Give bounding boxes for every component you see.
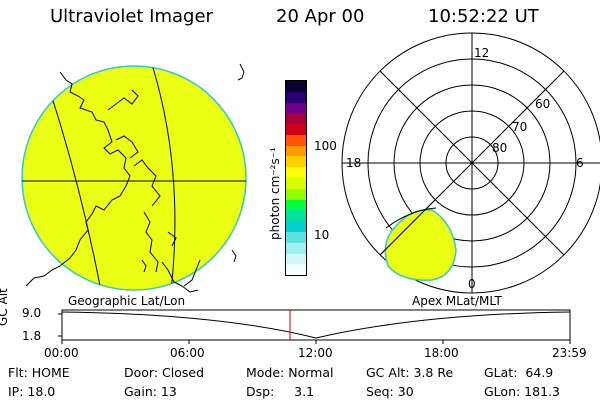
colorbar-band bbox=[286, 113, 306, 125]
geo-emission-disk bbox=[21, 65, 247, 291]
colorbar-band bbox=[286, 242, 306, 254]
altitude-x-tick-4: 23:59 bbox=[552, 346, 587, 360]
info-door: Door: Closed bbox=[124, 365, 205, 380]
mlt-label-18: 18 bbox=[346, 156, 362, 170]
mlat-label-70: 70 bbox=[512, 120, 528, 134]
geographic-map bbox=[21, 63, 247, 293]
colorbar-tick-10: 10 bbox=[314, 228, 330, 242]
geo-panel-label: Geographic Lat/Lon bbox=[68, 294, 186, 308]
colorbar-band bbox=[286, 253, 306, 265]
polar-emission-blob bbox=[384, 209, 457, 281]
colorbar-band bbox=[286, 231, 306, 243]
colorbar-band bbox=[286, 178, 306, 189]
altitude-x-tick-0: 00:00 bbox=[44, 346, 79, 360]
mlat-label-60: 60 bbox=[535, 97, 551, 111]
colorbar-band bbox=[286, 188, 306, 200]
colorbar-band bbox=[286, 199, 306, 211]
info-gain: Gain: 13 bbox=[124, 384, 177, 399]
altitude-axis-label: GC Alt bbox=[0, 288, 10, 326]
info-glat: GLat: 64.9 bbox=[484, 365, 554, 380]
info-glon: GLon: 181.3 bbox=[484, 384, 560, 399]
info-dsp: Dsp: 3.1 bbox=[246, 384, 315, 399]
colorbar-band bbox=[286, 221, 306, 232]
colorbar-band bbox=[286, 210, 306, 222]
colorbar bbox=[285, 80, 307, 276]
altitude-y-bottom: 1.8 bbox=[22, 329, 42, 343]
altitude-x-tick-3: 18:00 bbox=[424, 346, 459, 360]
polar-diagonal-b bbox=[379, 70, 565, 256]
colorbar-band bbox=[286, 134, 306, 146]
colorbar-band bbox=[286, 102, 306, 114]
colorbar-band bbox=[286, 264, 306, 276]
info-mode: Mode: Normal bbox=[246, 365, 334, 380]
mlat-label-80: 80 bbox=[492, 141, 508, 155]
altitude-y-top: 9.0 bbox=[22, 306, 42, 320]
colorbar-band bbox=[286, 167, 306, 179]
colorbar-tick-100: 100 bbox=[314, 139, 337, 153]
colorbar-unit-label: photon cm⁻²s⁻¹ bbox=[268, 147, 282, 240]
altitude-x-tick-1: 06:00 bbox=[170, 346, 205, 360]
info-seq: Seq: 30 bbox=[366, 384, 414, 399]
info-gc-alt: GC Alt: 3.8 Re bbox=[366, 365, 454, 380]
mlt-label-12: 12 bbox=[474, 46, 490, 60]
altitude-plot bbox=[58, 309, 571, 344]
colorbar-band bbox=[286, 81, 306, 92]
polar-overlay-lines bbox=[379, 200, 437, 256]
info-flight: Flt: HOME bbox=[8, 365, 70, 380]
info-ip: IP: 18.0 bbox=[8, 384, 56, 399]
time-label: 10:52:22 UT bbox=[428, 6, 539, 27]
date-label: 20 Apr 00 bbox=[276, 6, 365, 27]
polar-panel-label: Apex MLat/MLT bbox=[412, 294, 502, 308]
geo-meridian-east bbox=[149, 66, 176, 290]
app-title: Ultraviolet Imager bbox=[50, 6, 213, 27]
colorbar-band bbox=[286, 145, 306, 157]
mlt-label-0: 0 bbox=[468, 277, 476, 291]
mlt-label-6: 6 bbox=[576, 156, 584, 170]
colorbar-band bbox=[286, 156, 306, 168]
altitude-x-tick-2: 12:00 bbox=[298, 346, 333, 360]
altitude-curve bbox=[61, 311, 571, 339]
colorbar-band bbox=[286, 124, 306, 135]
colorbar-band bbox=[286, 91, 306, 103]
coastlines bbox=[25, 63, 245, 293]
